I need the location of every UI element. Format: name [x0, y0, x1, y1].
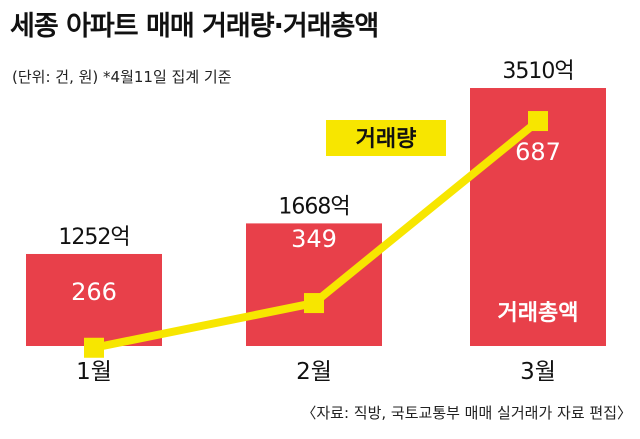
chart-title: 세종 아파트 매매 거래량·거래총액	[10, 11, 379, 42]
bar-1	[26, 253, 162, 346]
bar-series-legend-label: 거래총액	[498, 301, 579, 326]
line-marker-2	[304, 293, 324, 314]
line-value-label-1: 266	[71, 278, 117, 306]
line-value-label-2: 349	[291, 225, 337, 253]
bar-value-label-2: 1668억	[278, 194, 349, 219]
line-series-legend-box	[326, 120, 446, 156]
line-series-legend-label: 거래량	[356, 127, 417, 152]
chart-source: 〈자료: 직방, 국토교통부 매매 실거래가 자료 편집〉	[301, 404, 632, 422]
line-value-label-3: 687	[515, 138, 561, 166]
line-group	[84, 111, 548, 358]
bar-2	[246, 223, 382, 346]
line-marker-3	[528, 111, 548, 132]
bar-value-label-1: 1252억	[58, 225, 129, 250]
chart-subtitle: (단위: 건, 원) *4월11일 집계 기준	[12, 68, 232, 86]
x-tick-label-3: 3월	[520, 359, 556, 385]
x-tick-label-1: 1월	[76, 359, 112, 385]
line-marker-1	[84, 337, 104, 358]
x-tick-label-2: 2월	[296, 359, 332, 385]
bar-value-label-3: 3510억	[502, 59, 573, 84]
